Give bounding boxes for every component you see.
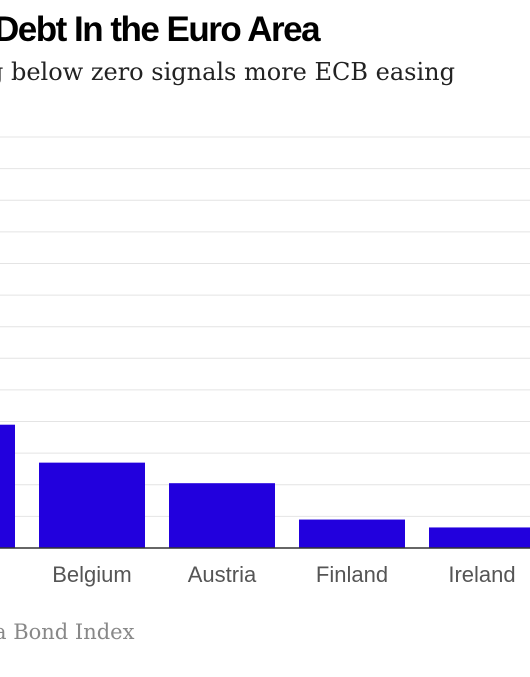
x-tick-label-belgium: Belgium: [52, 562, 131, 587]
bar-nds: [0, 424, 15, 548]
x-tick-label-finland: Finland: [316, 562, 388, 587]
x-tick-labels: ndsBelgiumAustriaFinlandIreland: [52, 562, 515, 587]
chart-subtitle: g below zero signals more ECB easing: [0, 58, 455, 86]
source-note: a Bond Index: [0, 620, 135, 644]
bar-belgium: [39, 462, 145, 548]
bar-finland: [299, 519, 405, 548]
chart-title: Debt In the Euro Area: [0, 10, 321, 49]
bars: [0, 424, 530, 548]
bar-austria: [169, 483, 275, 548]
x-tick-label-austria: Austria: [188, 562, 257, 587]
x-tick-label-ireland: Ireland: [448, 562, 515, 587]
gridlines: [0, 136, 530, 517]
bar-ireland: [429, 527, 530, 548]
